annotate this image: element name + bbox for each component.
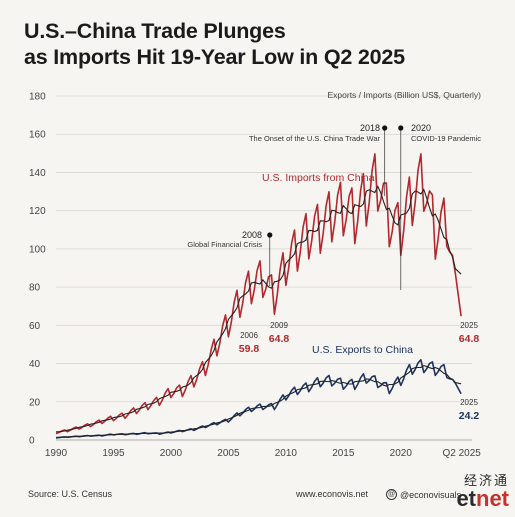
exports-trend-line xyxy=(55,364,462,438)
y-axis-ticks: 0 20 40 60 80 100 120 140 160 180 xyxy=(29,92,46,447)
gridlines xyxy=(56,95,472,441)
x-axis-ticks: 1990 1995 2000 2005 2010 2015 2020 Q2 2025 xyxy=(45,448,481,459)
series-label-exports: U.S. Exports to China xyxy=(312,344,413,356)
x-tick-label: 2000 xyxy=(160,448,183,459)
event-year-2020: 2020 xyxy=(411,123,431,133)
event-text-2018: The Onset of the U.S. China Trade War xyxy=(249,134,381,143)
y-tick-label: 120 xyxy=(29,206,46,217)
watermark-logo: etnet xyxy=(456,488,509,510)
x-tick-label: Q2 2025 xyxy=(443,448,482,459)
x-tick-label: 2020 xyxy=(390,448,413,459)
chart-title: U.S.–China Trade Plunges as Imports Hit … xyxy=(24,19,405,71)
y-tick-label: 0 xyxy=(29,436,35,447)
event-marker-2008 xyxy=(267,232,273,238)
title-line-2: as Imports Hit 19-Year Low in Q2 2025 xyxy=(24,44,405,69)
x-tick-label: 2005 xyxy=(217,448,240,459)
annotation-value-2025-imports: 64.8 xyxy=(459,333,480,345)
at-sign-icon: @ xyxy=(386,489,397,500)
annotation-year-2025-imports: 2025 xyxy=(460,321,478,330)
website-link[interactable]: www.econovis.net xyxy=(296,489,369,499)
annotation-year-2009: 2009 xyxy=(270,321,288,330)
title-line-1: U.S.–China Trade Plunges xyxy=(24,19,286,43)
y-tick-label: 100 xyxy=(29,244,46,255)
event-year-2018: 2018 xyxy=(360,123,380,133)
y-tick-label: 60 xyxy=(29,321,41,332)
event-marker-2020 xyxy=(398,125,404,131)
annotation-value-2025-exports: 24.2 xyxy=(459,410,480,422)
event-marker-2018 xyxy=(382,125,388,131)
x-tick-label: 1995 xyxy=(102,448,125,459)
event-year-2008: 2008 xyxy=(242,230,262,240)
event-text-2008: Global Financial Crisis xyxy=(187,240,262,249)
x-tick-label: 1990 xyxy=(45,448,68,459)
watermark-et: et xyxy=(456,486,476,511)
y-tick-label: 40 xyxy=(29,359,41,370)
social-handle[interactable]: @ @econovisuals xyxy=(386,489,461,500)
y-tick-label: 80 xyxy=(29,283,41,294)
imports-line xyxy=(55,153,462,435)
series-label-imports: U.S. Imports from China xyxy=(262,172,375,184)
y-tick-label: 180 xyxy=(29,92,46,103)
y-tick-label: 160 xyxy=(29,130,46,141)
watermark-cn: 经济通 xyxy=(463,473,509,488)
y-axis-label: Exports / Imports (Billion US$, Quarterl… xyxy=(327,90,481,100)
annotation-value-2006: 59.8 xyxy=(239,343,260,355)
y-tick-label: 20 xyxy=(29,397,41,408)
annotation-year-2025-exports: 2025 xyxy=(460,398,478,407)
annotation-year-2006: 2006 xyxy=(240,331,258,340)
annotation-value-2009: 64.8 xyxy=(269,333,290,345)
x-tick-label: 2010 xyxy=(275,448,298,459)
source-note: Source: U.S. Census xyxy=(28,489,113,499)
chart-labels: Exports / Imports (Billion US$, Quarterl… xyxy=(187,90,481,422)
y-tick-label: 140 xyxy=(29,168,46,179)
event-text-2020: COVID-19 Pandemic xyxy=(411,134,481,143)
exports-line xyxy=(55,359,462,439)
x-tick-label: 2015 xyxy=(332,448,355,459)
watermark-net: net xyxy=(476,486,509,511)
imports-trend-line xyxy=(55,185,462,433)
series-layer xyxy=(55,153,462,439)
watermark: 经济通 etnet xyxy=(456,470,509,510)
social-handle-text: @econovisuals xyxy=(400,489,462,500)
